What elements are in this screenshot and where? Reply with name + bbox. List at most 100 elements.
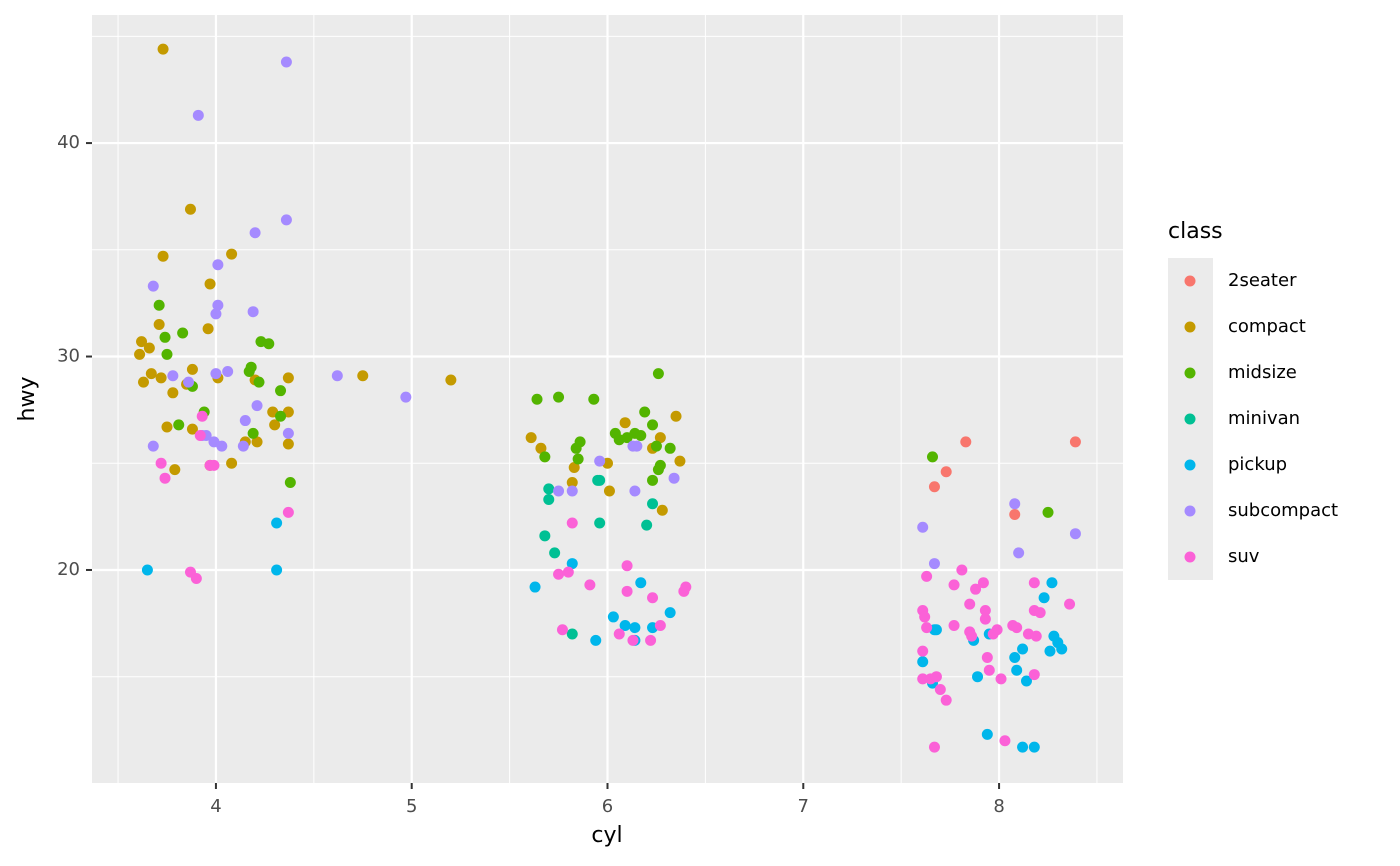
point: [928, 481, 940, 493]
point: [1017, 643, 1029, 655]
point: [647, 498, 659, 510]
x-tick-label: 5: [406, 796, 417, 817]
point: [635, 430, 647, 442]
point: [948, 579, 960, 591]
point: [400, 391, 412, 403]
x-axis-title: cyl: [591, 823, 622, 848]
point: [572, 453, 584, 465]
point: [1056, 643, 1068, 655]
point: [1030, 630, 1042, 642]
point: [650, 440, 662, 452]
y-tick-label: 20: [57, 559, 80, 580]
point: [177, 327, 189, 339]
point: [192, 109, 204, 121]
point: [1009, 651, 1021, 663]
point: [275, 410, 287, 422]
points: [134, 43, 1081, 753]
point: [647, 419, 659, 431]
point: [212, 259, 224, 271]
point: [629, 622, 641, 634]
point: [964, 598, 976, 610]
y-tick-label: 30: [57, 346, 80, 367]
point: [930, 671, 942, 683]
point: [972, 671, 984, 683]
point: [1034, 607, 1046, 619]
point: [668, 472, 680, 484]
point: [991, 624, 1003, 636]
point: [621, 585, 633, 597]
point: [619, 619, 631, 631]
point: [249, 227, 261, 239]
point: [594, 455, 606, 467]
point: [445, 374, 457, 386]
point: [680, 581, 692, 593]
point: [141, 564, 153, 576]
point: [568, 462, 580, 474]
point: [167, 370, 179, 382]
point: [1028, 741, 1040, 753]
legend-label: pickup: [1228, 454, 1287, 475]
point: [553, 568, 565, 580]
legend-label: minivan: [1228, 408, 1300, 429]
point: [1042, 506, 1054, 518]
point: [940, 466, 952, 478]
point: [216, 440, 228, 452]
point: [239, 415, 251, 427]
point: [159, 472, 171, 484]
point: [631, 440, 643, 452]
point: [529, 581, 541, 593]
point: [1028, 669, 1040, 681]
point: [157, 250, 169, 262]
point: [284, 476, 296, 488]
point: [247, 427, 259, 439]
point: [226, 457, 238, 469]
point: [995, 673, 1007, 685]
point: [948, 619, 960, 631]
point: [271, 564, 283, 576]
point: [210, 308, 222, 320]
point: [226, 248, 238, 260]
legend-label: midsize: [1228, 362, 1297, 383]
legend-key: [1184, 321, 1196, 333]
point: [981, 651, 993, 663]
point: [543, 483, 555, 495]
point: [570, 442, 582, 454]
point: [917, 673, 929, 685]
point: [977, 577, 989, 589]
point: [147, 280, 159, 292]
point: [194, 430, 206, 442]
point: [331, 370, 343, 382]
point: [153, 319, 165, 331]
point: [525, 432, 537, 444]
point: [603, 485, 615, 497]
point: [921, 570, 933, 582]
y-axis-title: hwy: [15, 377, 40, 422]
point: [566, 628, 578, 640]
x-tick-label: 4: [210, 796, 221, 817]
point: [155, 457, 167, 469]
point: [654, 432, 666, 444]
point: [271, 517, 283, 529]
point: [1046, 577, 1058, 589]
point: [960, 436, 972, 448]
point: [566, 476, 578, 488]
point: [190, 573, 202, 585]
point: [212, 299, 224, 311]
point: [282, 506, 294, 518]
point: [588, 393, 600, 405]
point: [645, 634, 657, 646]
point: [280, 56, 292, 68]
point: [979, 605, 991, 617]
point: [186, 423, 198, 435]
point: [566, 485, 578, 497]
point: [282, 438, 294, 450]
point: [137, 376, 149, 388]
point: [647, 474, 659, 486]
point: [251, 436, 263, 448]
point: [970, 583, 982, 595]
y-tick-label: 40: [57, 132, 80, 153]
point: [1028, 577, 1040, 589]
point: [921, 622, 933, 634]
point: [639, 406, 651, 418]
point: [979, 613, 991, 625]
